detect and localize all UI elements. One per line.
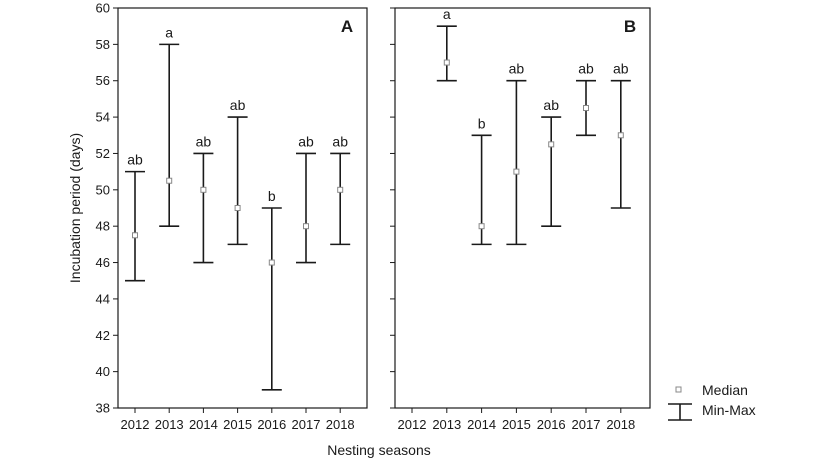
range-bar-2013: a <box>436 6 457 82</box>
y-axis-title: Incubation period (days) <box>67 133 83 283</box>
panel-frame <box>117 7 368 409</box>
significance-label: ab <box>127 152 143 168</box>
significance-label: a <box>443 6 451 22</box>
y-tick-label: 56 <box>96 73 110 88</box>
median-marker <box>166 177 173 184</box>
significance-label: ab <box>196 133 212 149</box>
range-bar-2018: ab <box>330 133 351 246</box>
median-marker <box>132 232 138 239</box>
x-tick-label: 2018 <box>606 417 635 432</box>
y-tick-label: 40 <box>96 364 110 379</box>
range-bar-2017: ab <box>576 61 596 137</box>
median-marker <box>200 186 207 193</box>
range-bar-2013: a <box>159 24 180 227</box>
y-tick-label: 54 <box>96 110 110 125</box>
legend: Median Min-Max <box>668 382 756 421</box>
median-marker <box>617 132 624 139</box>
range-bar-2012: ab <box>125 152 145 282</box>
x-tick-label: 2015 <box>502 417 531 432</box>
x-tick-label: 2016 <box>537 417 566 432</box>
x-tick-label: 2013 <box>432 417 461 432</box>
significance-label: ab <box>578 61 594 77</box>
legend-item-min-max: Min-Max <box>668 402 756 421</box>
y-tick-label: 48 <box>96 219 110 234</box>
range-bar-2016: b <box>261 188 282 391</box>
legend-label-median: Median <box>702 382 748 398</box>
median-marker <box>513 168 520 175</box>
panel-label: B <box>624 17 636 36</box>
x-tick-label: 2018 <box>326 417 355 432</box>
legend-label-min-max: Min-Max <box>702 402 756 418</box>
x-tick-label: 2014 <box>189 417 218 432</box>
significance-label: ab <box>298 133 314 149</box>
range-bar-2016: ab <box>541 97 562 227</box>
y-tick-label: 44 <box>96 291 110 306</box>
significance-label: b <box>268 188 276 204</box>
range-bar-2015: ab <box>227 97 248 246</box>
significance-label: b <box>478 115 486 131</box>
significance-label: a <box>165 24 173 40</box>
median-marker <box>268 259 275 266</box>
significance-label: ab <box>613 61 629 77</box>
panel-b: B 2012 2013 a 2014 b 2015 ab 2016 ab 2017 ab 2018 ab <box>390 6 651 432</box>
median-marker <box>337 186 344 193</box>
x-tick-label: 2012 <box>398 417 427 432</box>
x-axis-title: Nesting seasons <box>327 442 431 458</box>
panel-label: A <box>341 17 353 36</box>
y-tick-label: 58 <box>96 37 110 52</box>
y-tick-label: 50 <box>96 182 110 197</box>
median-marker <box>548 141 555 148</box>
x-tick-label: 2017 <box>572 417 601 432</box>
significance-label: ab <box>230 97 246 113</box>
median-marker <box>443 59 450 66</box>
range-bar-2014: ab <box>193 133 214 264</box>
x-tick-label: 2016 <box>257 417 286 432</box>
significance-label: ab <box>332 133 348 149</box>
x-tick-label: 2013 <box>155 417 184 432</box>
panel-a: A 38 40 42 44 46 48 50 52 54 56 58 60 2012 ab 2013 a 2014… <box>96 1 368 432</box>
range-bar-2014: b <box>471 115 492 246</box>
median-marker <box>478 223 485 230</box>
range-bar-2018: ab <box>610 61 631 209</box>
median-legend-icon <box>675 386 682 393</box>
panel-frame <box>394 7 651 409</box>
range-bar-2017: ab <box>296 133 316 264</box>
significance-label: ab <box>509 61 525 77</box>
range-bar-2015: ab <box>506 61 527 246</box>
median-marker <box>234 205 241 211</box>
y-tick-label: 38 <box>96 401 110 416</box>
x-tick-label: 2017 <box>292 417 321 432</box>
significance-label: ab <box>543 97 559 113</box>
chart-panels: A3840424446485052545658602012ab2013a2014… <box>96 1 651 432</box>
x-tick-label: 2014 <box>467 417 496 432</box>
y-tick-label: 46 <box>96 255 110 270</box>
x-tick-label: 2012 <box>121 417 150 432</box>
median-marker <box>303 223 309 230</box>
y-tick-label: 42 <box>96 328 110 343</box>
legend-item-median: Median <box>675 382 748 398</box>
x-tick-label: 2015 <box>223 417 252 432</box>
median-marker <box>583 105 589 111</box>
y-tick-label: 60 <box>96 1 110 16</box>
y-tick-label: 52 <box>96 146 110 161</box>
